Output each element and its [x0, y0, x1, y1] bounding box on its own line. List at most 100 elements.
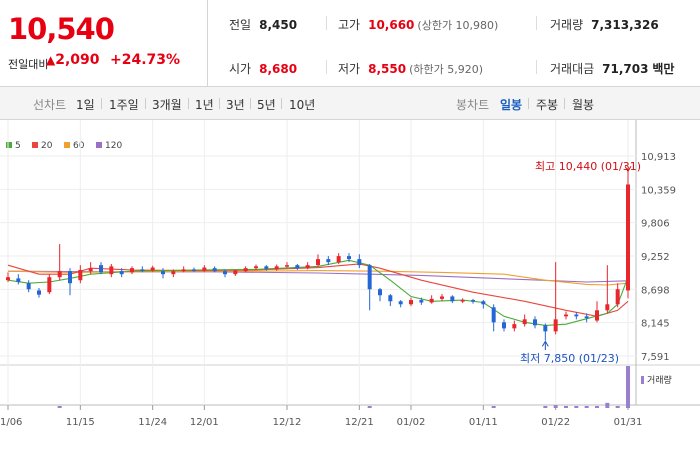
current-price: 10,540: [8, 12, 115, 46]
y-tick-label: 9,252: [641, 252, 670, 263]
candle-body: [37, 290, 41, 295]
quote-summary: 10,540 전일대비 ▲2,090 +24.73% 전일 8,450 고가 10,…: [0, 0, 700, 87]
candle-body: [243, 268, 248, 272]
candle-body: [398, 301, 403, 305]
legend-ma60: 60: [64, 141, 84, 151]
x-tick-label: 01/31: [614, 417, 643, 428]
x-tick-label: 11/24: [138, 417, 167, 428]
x-tick-label: 11/15: [66, 417, 95, 428]
candle-body: [460, 300, 465, 302]
candle-body: [99, 265, 103, 273]
candle-body: [305, 265, 310, 269]
y-tick-label: 8,145: [641, 319, 670, 330]
line-chart-label: 선차트: [33, 98, 67, 112]
candle-body: [109, 266, 114, 275]
divider: [281, 98, 282, 109]
tab-3y[interactable]: 3년: [226, 98, 245, 112]
candle-body: [388, 295, 393, 302]
tab-3m[interactable]: 3개월: [152, 98, 182, 112]
volume-bar: [605, 402, 610, 408]
volume-bar: [57, 406, 62, 408]
divider: [326, 60, 327, 74]
divider: [250, 98, 251, 109]
candle-body: [150, 267, 155, 271]
candle-body: [264, 266, 269, 269]
price-panel: 10,540 전일대비 ▲2,090 +24.73%: [0, 0, 208, 86]
tab-1d[interactable]: 1일: [76, 98, 95, 112]
candle-body: [233, 270, 238, 275]
candle-body: [254, 266, 258, 269]
divider: [219, 98, 220, 109]
stat-volume: 거래량 7,313,326: [550, 18, 659, 32]
x-tick-label: 01/02: [397, 417, 426, 428]
candle-body: [181, 269, 186, 272]
candle-body: [357, 259, 362, 266]
ma5-line: [7, 259, 629, 326]
candle-body: [574, 314, 579, 317]
candle-body: [212, 268, 217, 272]
tab-daily[interactable]: 일봉: [500, 98, 523, 112]
divider: [188, 98, 189, 109]
candle-body: [440, 296, 444, 299]
change-label: 전일대비: [8, 58, 49, 71]
candle-body: [316, 259, 320, 266]
candle-chart-label: 봉차트: [456, 98, 490, 112]
candle-body: [6, 277, 10, 281]
tab-1w[interactable]: 1주일: [109, 98, 139, 112]
candle-body: [584, 316, 589, 319]
y-tick-label: 10,913: [641, 152, 676, 163]
candle-body: [202, 267, 207, 271]
low-annotation: 최저 7,850 (01/23): [520, 352, 620, 365]
candle-body: [347, 256, 351, 260]
x-tick-label: 12/01: [190, 417, 219, 428]
high-annotation: 최고 10,440 (01/31): [535, 160, 642, 173]
high-arrow-head: [624, 165, 632, 173]
candle-body: [481, 301, 486, 305]
legend-swatch-ma5: [6, 142, 12, 148]
x-tick-label: 12/12: [273, 417, 302, 428]
candle-body: [171, 271, 176, 275]
candle-body: [161, 271, 165, 275]
x-tick-label: 11/06: [0, 417, 22, 428]
stat-prev-close: 전일 8,450: [229, 18, 298, 32]
volume-bar: [367, 406, 372, 408]
y-tick-label: 10,359: [641, 185, 676, 196]
legend-ma120: 120: [96, 141, 122, 151]
tab-5y[interactable]: 5년: [257, 98, 276, 112]
volume-bar: [543, 406, 548, 408]
candle-body: [564, 314, 568, 317]
candle-body: [130, 268, 134, 273]
volume-bar: [491, 406, 496, 408]
y-tick-label: 7,591: [641, 352, 670, 363]
candle-body: [26, 283, 31, 290]
candle-body: [119, 271, 124, 275]
volume-bar: [595, 406, 599, 408]
divider: [528, 98, 529, 109]
y-tick-label: 8,698: [641, 285, 670, 296]
stat-open: 시가 8,680: [229, 62, 298, 76]
candle-body: [88, 268, 93, 272]
candle-body: [605, 304, 610, 311]
volume-bar: [574, 406, 579, 408]
tab-1y[interactable]: 1년: [195, 98, 214, 112]
candle-body: [429, 298, 434, 303]
divider: [564, 98, 565, 109]
candle-body: [367, 265, 372, 290]
divider: [536, 60, 537, 74]
candle-body: [626, 184, 630, 291]
candle-body: [326, 259, 331, 263]
legend-swatch-ma20: [32, 142, 38, 148]
tab-monthly[interactable]: 월봉: [572, 98, 595, 112]
x-tick-label: 01/11: [469, 417, 498, 428]
volume-bar: [553, 405, 558, 408]
tab-10y[interactable]: 10년: [289, 98, 316, 112]
candle-body: [336, 256, 341, 263]
volume-legend-swatch: [641, 376, 644, 384]
candle-body: [491, 307, 496, 323]
x-tick-label: 12/21: [345, 417, 374, 428]
candle-body: [512, 324, 517, 329]
tab-weekly[interactable]: 주봉: [536, 98, 559, 112]
legend-swatch-ma60: [64, 142, 70, 148]
up-triangle-icon: ▲: [46, 53, 56, 67]
divider: [536, 16, 537, 30]
